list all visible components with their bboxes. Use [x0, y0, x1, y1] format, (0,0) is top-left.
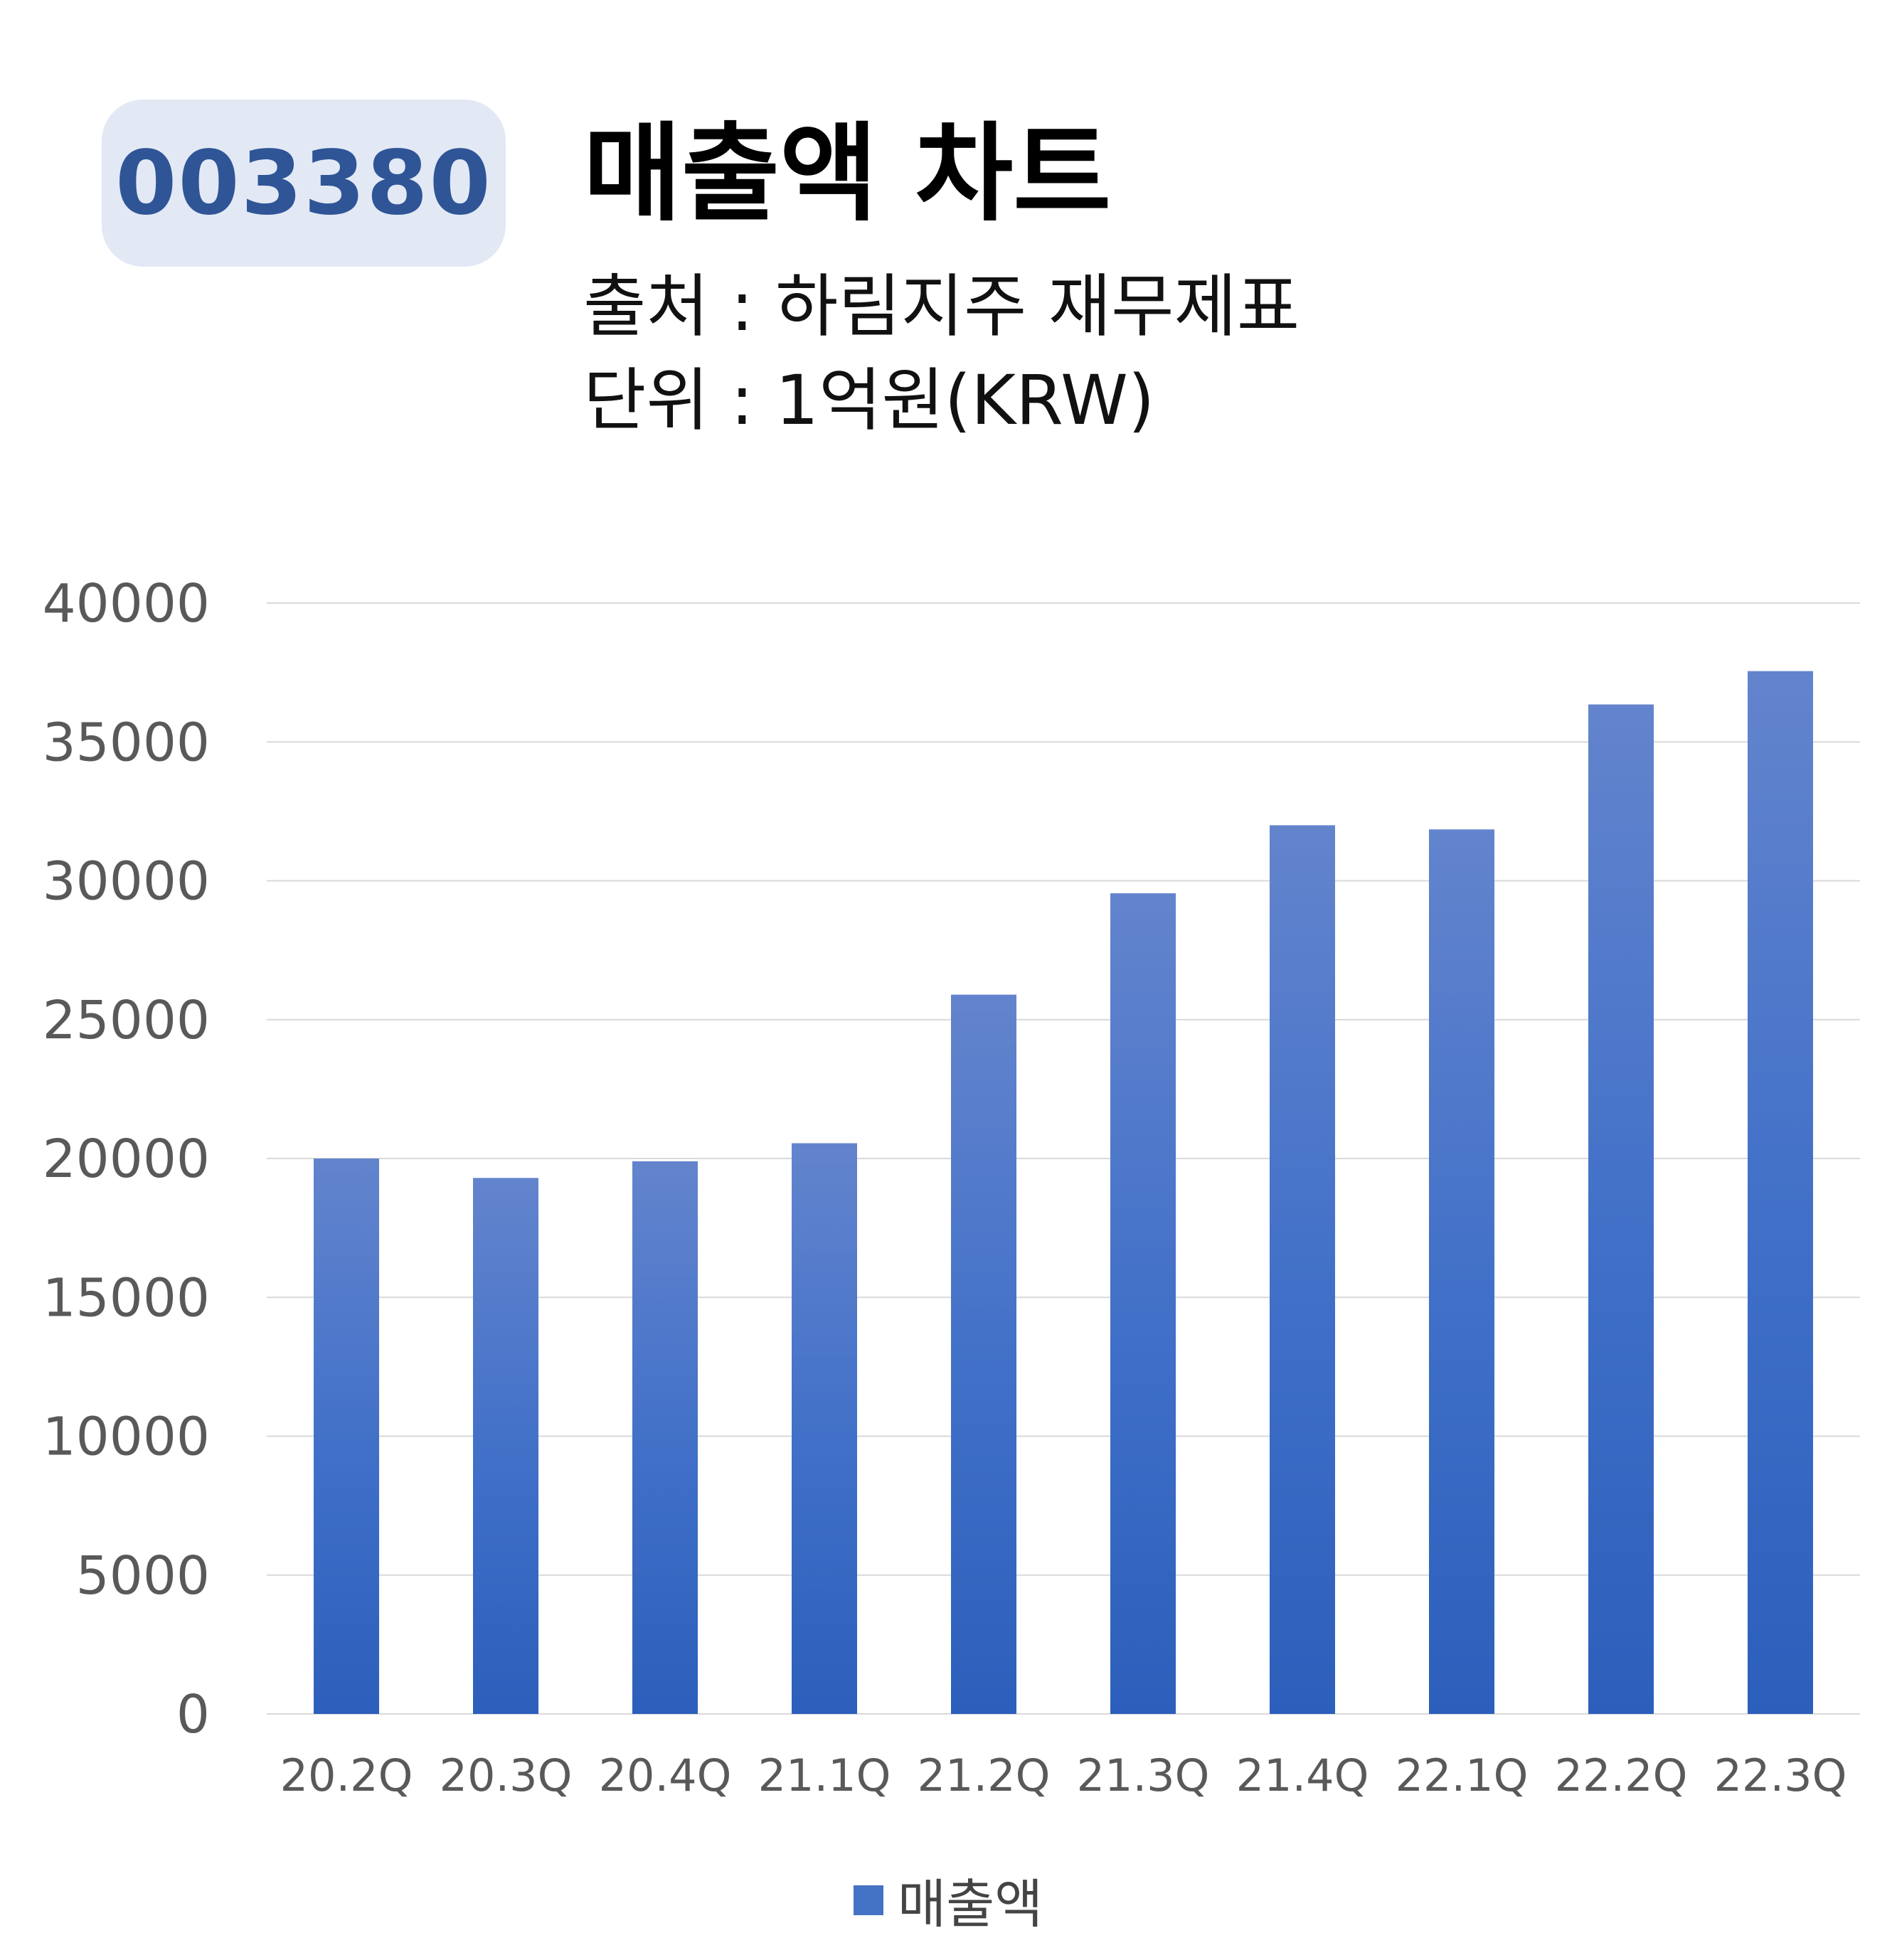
x-tick-label: 20.3Q: [440, 1749, 573, 1801]
y-axis-ticks: 0 5000 10000 15000 20000 25000 30000 35000 40000: [43, 573, 210, 1745]
bar-21.3Q: [1110, 893, 1176, 1714]
y-tick-label: 20000: [43, 1129, 210, 1190]
y-tick-label: 30000: [43, 851, 210, 912]
x-tick-label: 22.2Q: [1555, 1749, 1688, 1801]
unit-text: 단위 : 1억원(KRW): [583, 361, 1155, 440]
bar-20.3Q: [473, 1178, 538, 1714]
legend-swatch: [854, 1885, 883, 1915]
y-tick-label: 10000: [43, 1407, 210, 1468]
bar-21.1Q: [792, 1143, 857, 1714]
bar-21.2Q: [951, 994, 1016, 1714]
chart-title: 매출액 차트: [583, 112, 1112, 236]
bars: [314, 671, 1813, 1714]
bar-21.4Q: [1270, 825, 1335, 1714]
x-tick-label: 21.3Q: [1077, 1749, 1210, 1801]
legend-label: 매출액: [898, 1874, 1043, 1935]
source-text: 출처 : 하림지주 재무제표: [583, 267, 1300, 346]
x-tick-label: 20.4Q: [599, 1749, 732, 1801]
x-tick-label: 22.1Q: [1396, 1749, 1529, 1801]
bar-20.4Q: [632, 1161, 698, 1714]
ticker-code: 003380: [115, 132, 492, 235]
y-tick-label: 15000: [43, 1267, 210, 1328]
y-tick-label: 25000: [43, 990, 210, 1051]
x-tick-label: 22.3Q: [1714, 1749, 1847, 1801]
bar-22.2Q: [1588, 704, 1654, 1714]
bar-22.3Q: [1748, 671, 1813, 1714]
x-axis-ticks: 20.2Q 20.3Q 20.4Q 21.1Q 21.2Q 21.3Q 21.4Q 22.1Q…: [280, 1749, 1847, 1801]
x-tick-label: 21.2Q: [918, 1749, 1051, 1801]
x-tick-label: 21.4Q: [1236, 1749, 1369, 1801]
bar-20.2Q: [314, 1159, 379, 1714]
ticker-badge: 003380: [102, 100, 506, 267]
y-tick-label: 5000: [76, 1545, 210, 1607]
y-tick-label: 40000: [43, 573, 210, 634]
x-tick-label: 20.2Q: [280, 1749, 413, 1801]
legend: 매출액: [854, 1862, 1043, 1938]
y-tick-label: 35000: [43, 712, 210, 773]
bar-22.1Q: [1429, 829, 1494, 1714]
y-tick-label: 0: [176, 1684, 210, 1745]
x-tick-label: 21.1Q: [758, 1749, 891, 1801]
